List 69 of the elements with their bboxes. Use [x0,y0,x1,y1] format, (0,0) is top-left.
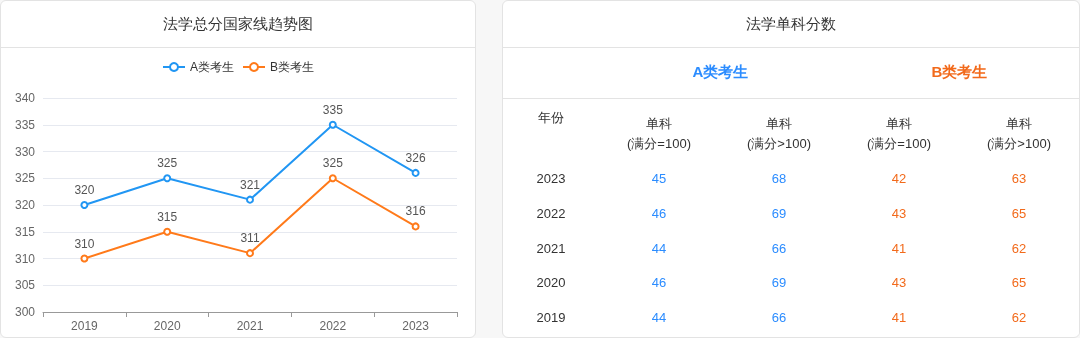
point [80,201,89,209]
data-label: 63 [1011,170,1027,186]
x-tick-label: 2021 [236,319,264,333]
data-label: 325 [157,156,178,171]
y-tick-label: 335 [14,117,36,132]
chart-title: 法学单科分数 [503,1,1079,48]
data-label: 46 [651,205,667,221]
y-tick-label: 2021 [536,240,566,255]
point [328,174,337,183]
data-label: 65 [1011,274,1027,290]
y-tick-label: 2022 [536,205,566,221]
data-label: 311 [240,231,260,246]
x-tick-label: 2023 [402,319,430,333]
data-label: 41 [891,240,907,255]
point [411,222,420,231]
y-tick-label: 305 [14,278,36,293]
data-label: 44 [651,309,667,325]
data-label: 315 [157,209,178,224]
point [246,249,254,258]
x-tick-label: 2019 [71,319,99,333]
text: B类考生 [930,62,989,83]
data-label: 44 [651,240,667,255]
data-label: 41 [891,309,907,325]
data-label: 62 [1011,309,1027,325]
data-label: 66 [771,240,787,255]
y-tick-label: 325 [14,171,36,186]
data-label: 310 [74,236,95,251]
data-label: 46 [651,274,667,290]
x-tick-label: 单科 (满分=100) [867,115,931,150]
point [80,254,89,263]
data-label: 321 [239,177,261,192]
point [328,120,337,129]
data-label: 45 [651,170,667,186]
x-tick-label: 2020 [153,319,181,333]
y-tick-label: 2023 [536,170,566,186]
data-label: 42 [891,170,907,186]
data-label: 65 [1011,205,1027,221]
y-tick-label: 340 [14,91,36,105]
x-tick-label: 单科 (满分>100) [747,115,811,150]
y-tick-label: 330 [14,144,36,159]
data-label: 62 [1011,240,1027,255]
data-label: 316 [405,204,426,219]
data-label: 320 [74,183,95,197]
text: A类考生 [691,62,750,83]
data-label: 326 [405,150,426,165]
y-tick-label: 315 [14,224,36,239]
x-tick-label: 2022 [319,319,347,333]
chart-title: 法学总分国家线趋势图 [1,1,475,48]
data-label: 69 [771,205,787,221]
y-axis-title: 年份 [538,109,564,125]
data-label: 325 [322,156,344,171]
y-tick-label: 310 [14,251,36,266]
data-label: 68 [771,170,787,186]
point [246,195,254,204]
point [163,227,172,236]
point [411,168,420,177]
legend-label: A类考生 [190,60,235,74]
y-tick-label: 320 [14,198,36,212]
x-tick-label: 单科 (满分>100) [987,115,1051,150]
point [163,174,172,183]
data-label: 335 [322,102,344,117]
x-tick-label: 单科 (满分=100) [627,115,691,150]
y-tick-label: 300 [14,305,36,319]
y-tick-label: 2020 [536,274,566,290]
data-label: 66 [771,309,787,325]
legend-label: B类考生 [270,60,315,74]
data-label: 43 [891,274,907,290]
data-label: 43 [891,205,907,221]
data-label: 69 [771,274,787,290]
